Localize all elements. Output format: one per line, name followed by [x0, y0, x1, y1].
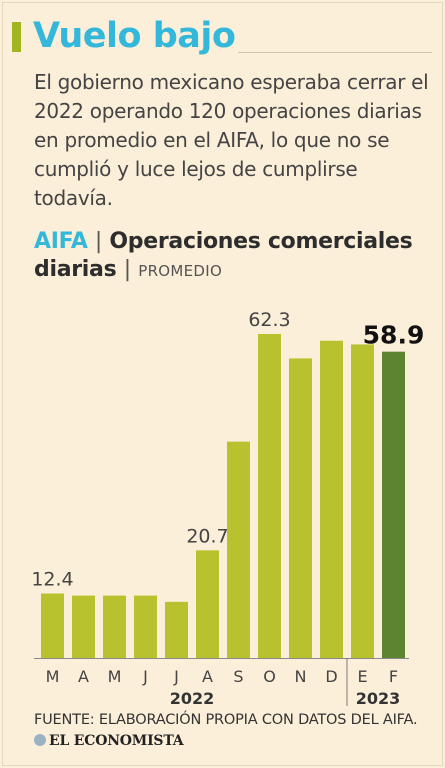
x-tick-label: M — [46, 667, 60, 686]
x-tick-label: M — [108, 667, 122, 686]
data-label: 58.9 — [363, 321, 425, 350]
x-tick-label: J — [142, 667, 148, 686]
bar — [382, 351, 405, 658]
bar — [227, 441, 250, 658]
chart-title-separator: | — [94, 229, 103, 254]
publisher-logo: EL ECONOMISTA — [34, 733, 184, 749]
x-tick-label: N — [295, 667, 307, 686]
title-rule — [238, 52, 432, 53]
x-tick-label: E — [357, 667, 367, 686]
x-tick-label: F — [389, 667, 398, 686]
logo-icon — [34, 734, 46, 746]
title-row: Vuelo bajo — [12, 14, 432, 58]
logo-text: EL ECONOMISTA — [49, 733, 184, 749]
data-label: 12.4 — [31, 569, 73, 591]
bar — [103, 595, 126, 658]
title-accent-bar — [12, 22, 21, 52]
x-tick-label: D — [325, 667, 337, 686]
bar — [196, 550, 219, 658]
intro-text: El gobierno mexicano esperaba cerrar el … — [34, 70, 429, 210]
bar — [72, 595, 95, 658]
chart-title-main: Operaciones comerciales diarias — [34, 229, 413, 282]
x-tick-label: A — [78, 667, 89, 686]
x-tick-label: S — [233, 667, 243, 686]
bar — [289, 358, 312, 658]
x-tick-label: A — [202, 667, 213, 686]
source-note: FUENTE: ELABORACIÓN PROPIA CON DATOS DEL… — [34, 712, 418, 728]
chart-title-airport: AIFA — [34, 229, 88, 254]
page-title: Vuelo bajo — [33, 16, 236, 56]
bar — [41, 593, 64, 658]
bar — [134, 595, 157, 658]
bar — [258, 334, 281, 658]
bar — [320, 340, 343, 658]
bar — [165, 601, 188, 658]
x-tick-label: J — [173, 667, 179, 686]
bar — [351, 344, 374, 658]
year-label: 2023 — [356, 689, 401, 708]
chart-subtitle: PROMEDIO — [138, 262, 223, 280]
x-tick-label: O — [263, 667, 276, 686]
year-label: 2022 — [170, 689, 215, 708]
data-label: 62.3 — [248, 309, 290, 331]
chart-subtitle-separator: | — [123, 257, 131, 282]
chart-title: AIFA | Operaciones comerciales diarias |… — [34, 228, 434, 285]
data-label: 20.7 — [186, 525, 228, 547]
